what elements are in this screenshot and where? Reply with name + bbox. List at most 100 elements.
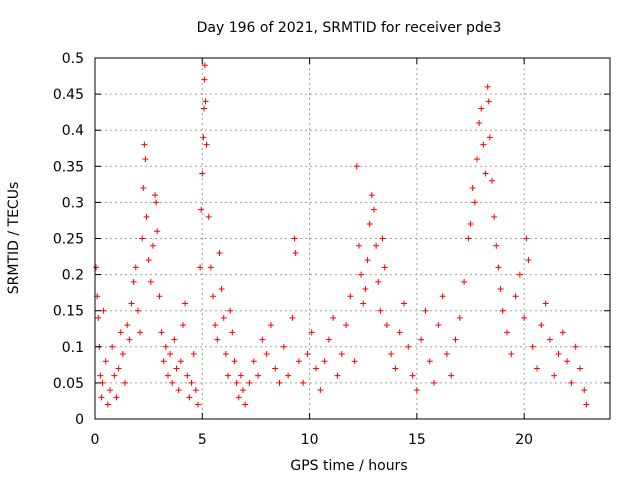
x-tick-label: 20 [515, 432, 533, 448]
data-point [122, 379, 129, 386]
data-point [493, 242, 500, 249]
data-point [338, 351, 345, 358]
data-point [523, 235, 530, 242]
data-point [212, 322, 219, 329]
data-point [97, 372, 104, 379]
data-point [377, 307, 384, 314]
data-point [443, 351, 450, 358]
data-point [465, 235, 472, 242]
y-axis-label: SRMTID / TECUs [6, 182, 22, 295]
data-point [538, 322, 545, 329]
data-point [317, 387, 324, 394]
data-point [263, 351, 270, 358]
data-point [143, 213, 150, 220]
x-axis-label: GPS time / hours [290, 458, 407, 474]
data-point [175, 387, 182, 394]
data-point [289, 314, 296, 321]
data-point [113, 394, 120, 401]
y-tick-label: 0 [75, 412, 84, 428]
data-point [559, 329, 566, 336]
data-point [200, 134, 207, 141]
data-point [233, 379, 240, 386]
data-point [154, 228, 161, 235]
data-point [171, 336, 178, 343]
data-point [362, 286, 369, 293]
data-point [583, 401, 590, 408]
data-point [435, 322, 442, 329]
data-point [203, 141, 210, 148]
data-point [491, 213, 498, 220]
data-point [473, 156, 480, 163]
data-point [272, 365, 279, 372]
data-point [551, 372, 558, 379]
data-point [255, 372, 262, 379]
data-point [160, 358, 167, 365]
data-point [418, 336, 425, 343]
data-point [218, 286, 225, 293]
data-point [478, 105, 485, 112]
data-point [231, 358, 238, 365]
data-points [93, 62, 590, 408]
data-point [199, 170, 206, 177]
data-point [132, 264, 139, 271]
data-point [225, 372, 232, 379]
data-point [542, 300, 549, 307]
data-point [152, 192, 159, 199]
data-point [581, 387, 588, 394]
data-point [330, 314, 337, 321]
data-point [142, 156, 149, 163]
grid-lines [95, 58, 610, 419]
data-point [469, 184, 476, 191]
x-tick-labels: 0 5 10 15 20 [91, 432, 534, 448]
data-point [325, 336, 332, 343]
data-point [485, 98, 492, 105]
y-tick-label: 0.4 [62, 123, 84, 139]
data-point [259, 336, 266, 343]
data-point [347, 293, 354, 300]
data-point [313, 365, 320, 372]
data-point [227, 307, 234, 314]
data-point [383, 322, 390, 329]
data-point [141, 141, 148, 148]
x-tick-label: 10 [301, 432, 319, 448]
data-point [93, 264, 100, 271]
data-point [308, 329, 315, 336]
data-point [201, 105, 208, 112]
data-point [149, 242, 156, 249]
data-point [229, 329, 236, 336]
data-point [375, 278, 382, 285]
data-point [216, 249, 223, 256]
data-point [392, 365, 399, 372]
data-point [512, 293, 519, 300]
data-point [555, 351, 562, 358]
data-point [124, 322, 131, 329]
data-point [156, 293, 163, 300]
data-point [467, 221, 474, 228]
data-point [184, 372, 191, 379]
data-point [140, 184, 147, 191]
data-point [516, 271, 523, 278]
axis-ticks [94, 57, 610, 420]
data-point [381, 264, 388, 271]
data-point [476, 119, 483, 126]
data-point [162, 343, 169, 350]
data-point [104, 401, 111, 408]
plot-frame [94, 57, 611, 420]
data-point [564, 358, 571, 365]
data-point [222, 351, 229, 358]
data-point [202, 98, 209, 105]
x-tick-label: 0 [91, 432, 100, 448]
data-point [195, 401, 201, 408]
data-point [237, 372, 244, 379]
y-tick-label: 0.15 [53, 304, 84, 320]
y-tick-label: 0.1 [62, 340, 84, 356]
data-point [128, 300, 135, 307]
data-point [285, 372, 292, 379]
data-point [373, 242, 380, 249]
data-point [197, 264, 204, 271]
data-point [405, 343, 412, 350]
data-point [525, 257, 532, 264]
data-point [207, 264, 214, 271]
data-point [534, 365, 541, 372]
